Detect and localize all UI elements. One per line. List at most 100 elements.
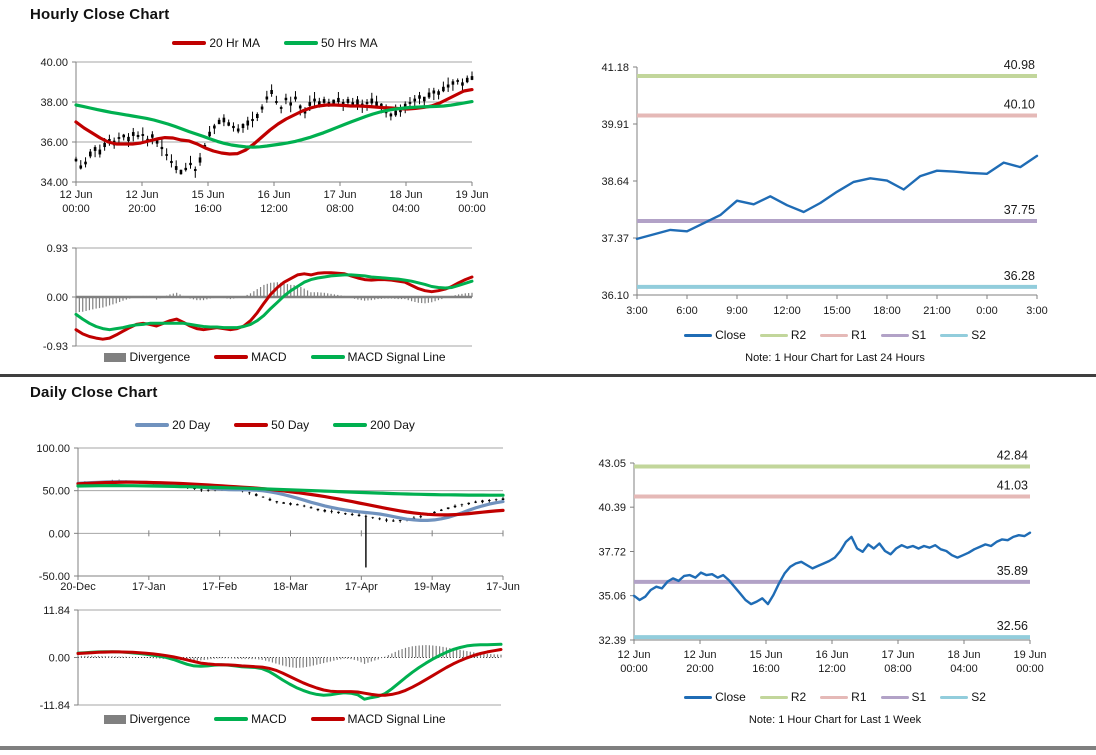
macd-swatch [214,717,249,721]
x-tick-label: 3:00 [1026,305,1047,317]
macd-signal-line-swatch [310,355,345,359]
x-tick-label: 18 Jun [947,649,980,661]
y-tick-label: 0.00 [49,653,70,665]
y-tick-label: 34.00 [40,177,68,189]
daily-chart-title: Daily Close Chart [30,384,158,401]
hourly-pivot-chart: 41.18 39.91 38.64 37.37 36.10 40.98 40.10 37.75… [601,58,1047,317]
legend-item-macd: MACD [214,712,287,726]
y-tick-label: 0.00 [47,292,68,304]
y-tick-label: 0.93 [47,243,68,255]
y-tick-label: 37.72 [598,547,626,559]
legend-label: S2 [971,328,986,342]
divergence-swatch [104,352,127,362]
bottom-divider [0,746,1096,750]
pivot-label-s2: 36.28 [1004,269,1035,283]
x-tick-label: 19 Jun [455,189,488,201]
x-tick-label: 21:00 [923,305,951,317]
legend-label: R2 [790,328,807,342]
legend-label: Close [715,690,746,704]
legend-item-20-hr-ma: 20 Hr MA [172,36,260,50]
pivot-label-s1: 37.75 [1004,203,1035,217]
x-tick-label: 12 Jun [683,649,716,661]
legend-item-50-day: 50 Day [234,418,309,432]
close-line [632,531,1032,606]
s2-swatch [940,695,969,699]
x-tick-label: 00:00 [620,663,648,675]
legend-item-50-hrs-ma: 50 Hrs MA [284,36,378,50]
x-tick-label: 0:00 [976,305,997,317]
pivot-label-r1: 41.03 [997,479,1028,493]
legend-label: R1 [851,690,867,704]
macd-signal-line-swatch [310,717,345,721]
s2-swatch [940,333,969,337]
pivot-label-s2: 32.56 [997,619,1028,633]
50-day-swatch [234,423,269,427]
y-tick-label: -11.84 [40,700,70,712]
legend-label: MACD Signal Line [347,350,446,364]
x-tick-label: 19-May [414,581,451,593]
r1-swatch [820,333,849,337]
legend-item-macd-signal-line: MACD Signal Line [310,712,446,726]
legend-item-r1: R1 [820,328,867,342]
x-tick-label: 16 Jun [257,189,290,201]
legend-item-s2: S2 [940,690,986,704]
x-tick-label: 08:00 [884,663,912,675]
legend-label: S1 [911,690,927,704]
x-tick-label: 16:00 [752,663,780,675]
legend-label: MACD Signal Line [347,712,446,726]
y-tick-label: 100.00 [36,443,70,455]
x-tick-label: 9:00 [726,305,747,317]
s1-swatch [880,333,909,337]
macd-signal-line [76,648,503,697]
y-tick-label: 36.00 [40,137,68,149]
legend-label: Divergence [129,712,191,726]
legend-item-close: Close [684,328,746,342]
legend-item-divergence: Divergence [104,712,190,726]
legend-item-s1: S1 [880,328,926,342]
legend-label: MACD [251,350,287,364]
x-tick-label: 17 Jun [323,189,356,201]
macd-swatch [214,355,249,359]
close-swatch [684,695,713,699]
legend-item-macd: MACD [214,350,287,364]
legend-label: Close [715,328,746,342]
weekly-pivot-chart: 43.05 40.39 37.72 35.06 32.39 42.84 41.03 35.89… [598,448,1046,675]
x-tick-label: 16 Jun [815,649,848,661]
y-tick-label: 38.00 [40,97,68,109]
y-tick-label: 36.10 [601,290,629,302]
legend-label: 50 Day [271,418,310,432]
s1-swatch [880,695,909,699]
y-tick-label: 40.00 [40,57,68,69]
50-hrs-ma-swatch [284,41,318,45]
ma-200day-line [76,484,505,497]
x-tick-label: 00:00 [458,203,486,215]
pivot-label-r2: 40.98 [1004,58,1035,72]
r1-swatch [820,695,849,699]
hourly-pivot-note: Note: 1 Hour Chart for Last 24 Hours [745,352,925,364]
close-line [635,154,1039,241]
section-divider [0,374,1096,377]
weekly-pivot-note: Note: 1 Hour Chart for Last 1 Week [748,714,922,726]
legend-label: 20 Hr MA [209,36,260,50]
pivot-label-r1: 40.10 [1004,97,1035,111]
legend-label: 50 Hrs MA [321,36,378,50]
x-tick-label: 18:00 [873,305,901,317]
x-tick-label: 17-Jan [132,581,166,593]
x-tick-label: 12 Jun [125,189,158,201]
daily-macd-chart: 11.84 0.00 -11.84 [40,605,503,712]
y-tick-label: 35.06 [598,591,626,603]
y-tick-label: 11.84 [43,605,70,617]
ma-50day-line [76,480,505,517]
x-tick-label: 15:00 [823,305,851,317]
y-tick-label: 32.39 [598,635,626,647]
x-tick-label: 6:00 [676,305,697,317]
legend-item-close: Close [684,690,746,704]
hourly-pivot-legend: Close R2 R1 S1 S2 [620,328,1050,342]
close-swatch [684,333,713,337]
pivot-label-s1: 35.89 [997,564,1028,578]
x-tick-label: 12:00 [818,663,846,675]
y-tick-label: 39.91 [601,119,629,131]
hourly-macd-chart: 0.93 0.00 -0.93 [43,243,474,353]
x-tick-label: 08:00 [326,203,354,215]
